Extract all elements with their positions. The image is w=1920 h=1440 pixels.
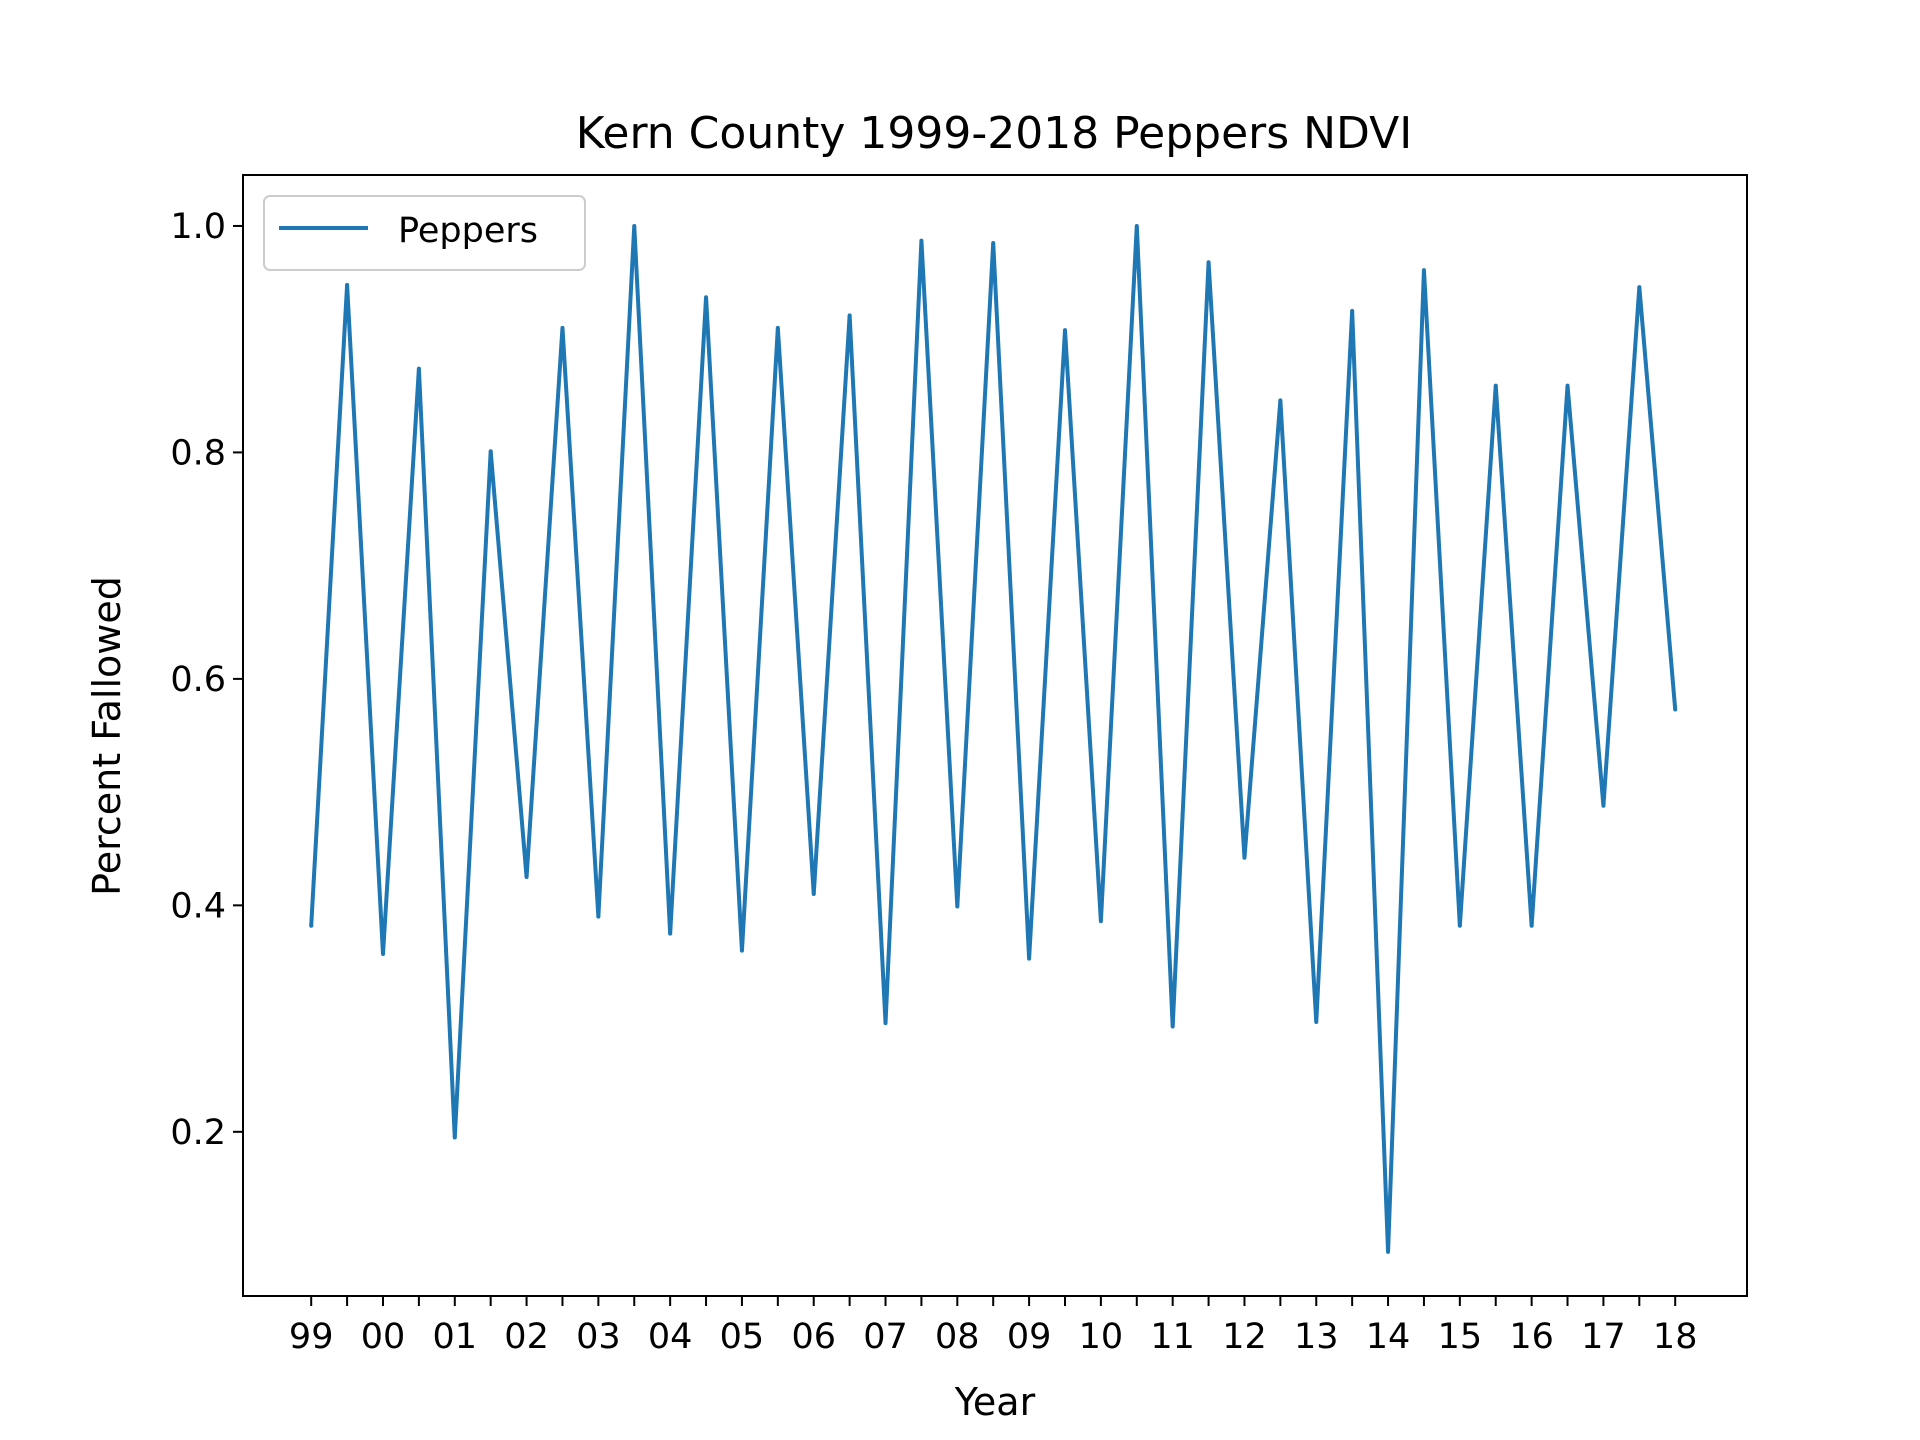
x-axis-label: Year bbox=[954, 1380, 1036, 1424]
data-point bbox=[345, 282, 350, 287]
data-point bbox=[309, 923, 314, 928]
data-point bbox=[775, 325, 780, 330]
data-point bbox=[739, 948, 744, 953]
series-layer bbox=[309, 223, 1678, 1254]
x-tick-label: 07 bbox=[863, 1317, 908, 1357]
data-point bbox=[1206, 260, 1211, 265]
data-point bbox=[919, 238, 924, 243]
data-point bbox=[596, 914, 601, 919]
data-point bbox=[991, 240, 996, 245]
data-point bbox=[1350, 308, 1355, 313]
legend: Peppers bbox=[263, 195, 586, 271]
y-tick-label: 0.8 bbox=[170, 433, 226, 473]
data-point bbox=[1493, 383, 1498, 388]
data-point bbox=[632, 223, 637, 228]
data-point bbox=[811, 892, 816, 897]
data-point bbox=[847, 313, 852, 318]
plot-area-frame bbox=[242, 174, 1748, 1297]
y-axis: 0.2 0.4 0.6 0.8 1.0 bbox=[170, 207, 243, 1153]
x-tick-label: 08 bbox=[935, 1317, 980, 1357]
data-point bbox=[1565, 383, 1570, 388]
data-point bbox=[883, 1021, 888, 1026]
data-point bbox=[1673, 707, 1678, 712]
data-point bbox=[524, 875, 529, 880]
x-tick-label: 99 bbox=[289, 1317, 334, 1357]
data-point bbox=[1314, 1019, 1319, 1024]
y-tick-label: 0.6 bbox=[170, 660, 226, 700]
legend-box bbox=[263, 195, 586, 271]
data-point bbox=[1170, 1024, 1175, 1029]
x-tick-label: 09 bbox=[1007, 1317, 1052, 1357]
data-point bbox=[1062, 328, 1067, 333]
y-tick-label: 0.4 bbox=[170, 886, 226, 926]
x-tick-label: 04 bbox=[648, 1317, 693, 1357]
data-point bbox=[1529, 923, 1534, 928]
x-tick-label: 03 bbox=[576, 1317, 621, 1357]
chart-title: Kern County 1999-2018 Peppers NDVI bbox=[576, 108, 1413, 159]
data-point bbox=[1027, 956, 1032, 961]
data-point bbox=[1421, 268, 1426, 273]
data-point bbox=[452, 1135, 457, 1140]
data-point bbox=[1098, 919, 1103, 924]
data-point bbox=[488, 449, 493, 454]
x-tick-label: 14 bbox=[1366, 1317, 1411, 1357]
data-point bbox=[955, 904, 960, 909]
data-point bbox=[1386, 1249, 1391, 1254]
y-axis-label: Percent Fallowed bbox=[85, 576, 129, 896]
x-tick-label: 01 bbox=[433, 1317, 478, 1357]
data-point bbox=[1278, 398, 1283, 403]
x-tick-label: 02 bbox=[504, 1317, 549, 1357]
data-point bbox=[1134, 223, 1139, 228]
x-tick-label: 13 bbox=[1294, 1317, 1339, 1357]
y-tick-label: 0.2 bbox=[170, 1113, 226, 1153]
x-tick-label: 11 bbox=[1150, 1317, 1195, 1357]
x-axis: 99 00 01 02 03 04 05 06 07 08 09 10 11 12 13 14 15 16 17 18 bbox=[289, 1296, 1698, 1357]
data-point bbox=[380, 952, 385, 957]
data-point bbox=[1637, 285, 1642, 290]
x-tick-label: 05 bbox=[720, 1317, 765, 1357]
legend-label-peppers: Peppers bbox=[398, 211, 538, 251]
x-tick-label: 00 bbox=[361, 1317, 406, 1357]
data-point bbox=[1457, 923, 1462, 928]
x-tick-label: 10 bbox=[1079, 1317, 1124, 1357]
data-point bbox=[1601, 803, 1606, 808]
data-point bbox=[668, 931, 673, 936]
data-point bbox=[560, 325, 565, 330]
data-point bbox=[1242, 855, 1247, 860]
y-tick-label: 1.0 bbox=[170, 207, 226, 247]
x-tick-label: 18 bbox=[1653, 1317, 1698, 1357]
x-tick-label: 06 bbox=[791, 1317, 836, 1357]
x-tick-label: 17 bbox=[1581, 1317, 1626, 1357]
data-point bbox=[704, 295, 709, 300]
x-tick-label: 12 bbox=[1222, 1317, 1267, 1357]
x-tick-label: 16 bbox=[1509, 1317, 1554, 1357]
data-point bbox=[416, 366, 421, 371]
x-tick-label: 15 bbox=[1438, 1317, 1483, 1357]
